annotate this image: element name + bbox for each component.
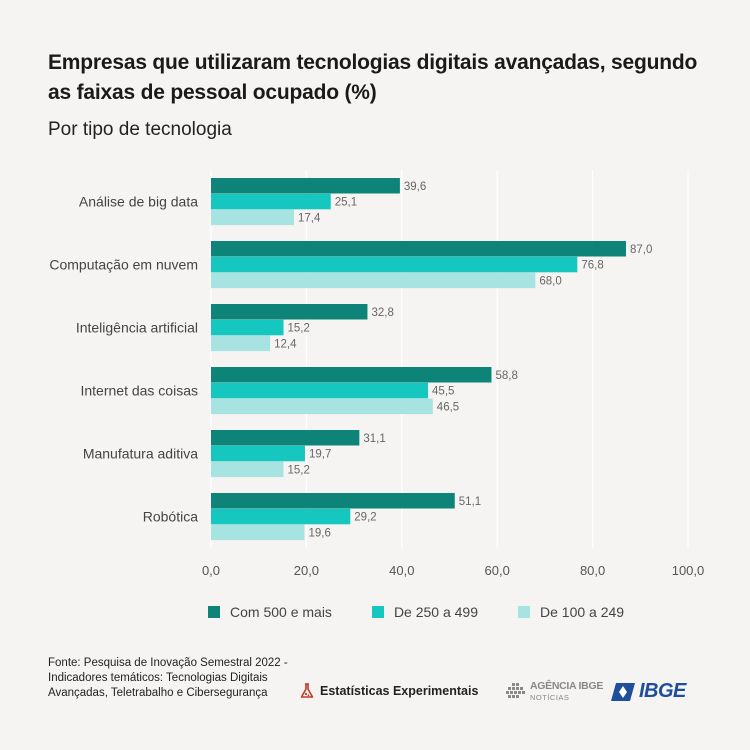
tick-label: 100,0 bbox=[672, 563, 705, 578]
tick-label: 80,0 bbox=[580, 563, 605, 578]
category-label: Inteligência artificial bbox=[76, 320, 198, 336]
data-label: 12,4 bbox=[274, 338, 297, 350]
legend-label: De 250 a 499 bbox=[393, 604, 479, 620]
bar bbox=[211, 367, 492, 383]
agencia-logo-text: AGÊNCIA IBGE bbox=[530, 680, 604, 692]
legend-swatch bbox=[371, 606, 384, 618]
data-label: 15,2 bbox=[288, 464, 310, 476]
bar bbox=[211, 382, 429, 399]
tick-label: 20,0 bbox=[294, 563, 319, 578]
chart-subtitle: Por tipo de tecnologia bbox=[48, 119, 232, 140]
agencia-grid-icon bbox=[506, 683, 525, 698]
legend-swatch bbox=[208, 606, 220, 618]
grid-lines bbox=[210, 170, 689, 548]
data-label: 39,6 bbox=[404, 181, 426, 193]
legend-item-series-2: De 250 a 499 bbox=[371, 604, 479, 620]
data-label: 15,2 bbox=[288, 323, 310, 335]
category-label: Computação em nuvem bbox=[49, 257, 198, 273]
bar bbox=[211, 335, 271, 352]
bar bbox=[211, 319, 284, 336]
agencia-ibge-logo: AGÊNCIA IBGE NOTÍCIAS bbox=[506, 681, 603, 703]
bar bbox=[211, 209, 294, 226]
legend-label: De 100 a 249 bbox=[540, 604, 625, 620]
bar bbox=[211, 241, 626, 257]
legend-item-series-1: Com 500 e mais bbox=[208, 604, 332, 620]
bar bbox=[211, 398, 433, 415]
data-label: 45,5 bbox=[432, 386, 454, 398]
tick-label: 40,0 bbox=[389, 563, 414, 578]
bars bbox=[211, 178, 626, 541]
ibge-diamond-icon bbox=[611, 682, 635, 701]
tick-label: 60,0 bbox=[485, 563, 510, 578]
bar bbox=[211, 178, 400, 194]
data-label: 29,2 bbox=[354, 512, 376, 524]
data-label: 68,0 bbox=[539, 275, 561, 287]
data-label: 19,6 bbox=[308, 527, 330, 539]
ibge-logo: IBGE bbox=[610, 680, 686, 703]
data-label: 87,0 bbox=[630, 244, 652, 256]
x-axis-ticks: 0,0 20,0 40,0 60,0 80,0 100,0 bbox=[202, 563, 704, 578]
agencia-logo-subtext: NOTÍCIAS bbox=[530, 693, 570, 702]
legend-swatch bbox=[518, 606, 531, 618]
tick-label: 0,0 bbox=[202, 563, 220, 578]
bar bbox=[211, 430, 360, 446]
legend: Com 500 e mais De 250 a 499 De 100 a 249 bbox=[208, 604, 624, 620]
data-label: 17,4 bbox=[298, 212, 321, 224]
category-labels: Análise de big data Computação em nuvem In… bbox=[49, 194, 198, 525]
bar bbox=[211, 524, 305, 541]
flask-icon bbox=[300, 683, 314, 698]
source-note: Fonte: Pesquisa de Inovação Semestral 20… bbox=[48, 657, 288, 699]
bar bbox=[211, 508, 351, 525]
category-label: Análise de big data bbox=[79, 194, 198, 210]
legend-item-series-3: De 100 a 249 bbox=[518, 604, 624, 620]
bar bbox=[211, 193, 331, 210]
ibge-logo-text: IBGE bbox=[639, 680, 686, 702]
bar bbox=[211, 256, 578, 273]
data-label: 31,1 bbox=[363, 433, 385, 445]
chart-title: Empresas que utilizaram tecnologias digi… bbox=[48, 51, 698, 104]
bar bbox=[211, 272, 536, 289]
bar bbox=[211, 304, 368, 320]
value-labels: 39,6 25,1 17,4 87,0 76,8 68,0 32,8 15,2 12,4 58,8… bbox=[274, 181, 652, 540]
estatisticas-experimentais-logo: Estatísticas Experimentais bbox=[300, 683, 478, 699]
data-label: 76,8 bbox=[581, 260, 603, 272]
estatisticas-logo-text: Estatísticas Experimentais bbox=[320, 684, 479, 698]
data-label: 58,8 bbox=[495, 370, 517, 382]
data-label: 51,1 bbox=[459, 496, 481, 508]
data-label: 25,1 bbox=[335, 197, 357, 209]
data-label: 19,7 bbox=[309, 449, 331, 461]
bar bbox=[211, 445, 305, 462]
category-label: Manufatura aditiva bbox=[83, 446, 198, 462]
category-label: Internet das coisas bbox=[80, 383, 198, 399]
category-label: Robótica bbox=[143, 509, 198, 525]
bar bbox=[211, 493, 455, 509]
legend-label: Com 500 e mais bbox=[230, 604, 332, 620]
data-label: 32,8 bbox=[371, 307, 393, 319]
data-label: 46,5 bbox=[437, 401, 459, 413]
bar bbox=[211, 461, 284, 478]
bar-chart: 39,6 25,1 17,4 87,0 76,8 68,0 32,8 15,2 12,4 58,8… bbox=[49, 170, 704, 578]
